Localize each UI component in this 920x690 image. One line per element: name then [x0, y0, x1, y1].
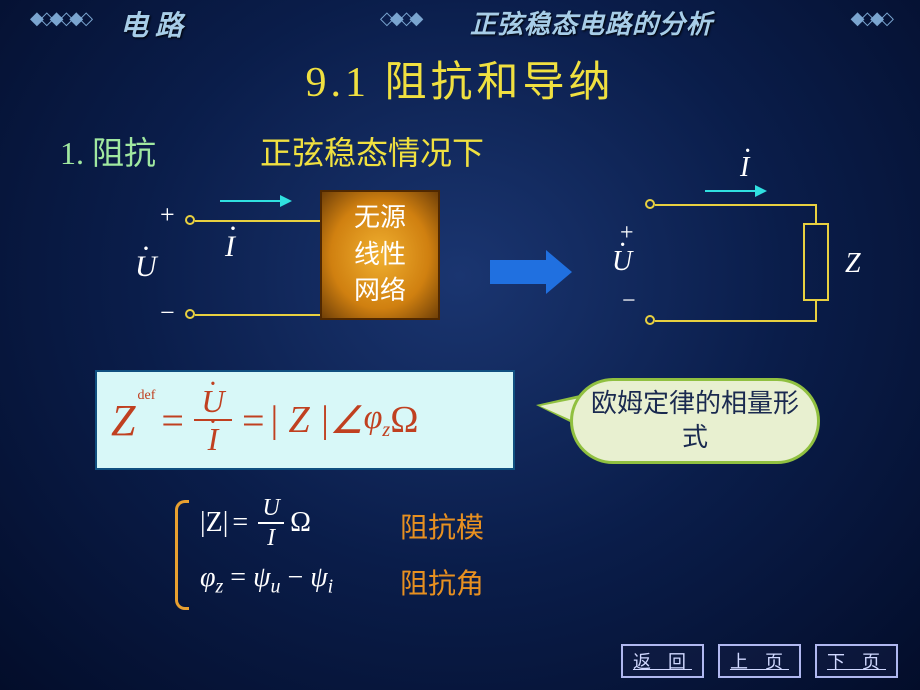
section-number: 1. 阻抗 — [60, 128, 156, 174]
slide-title: 9.1 阻抗和导纳 — [0, 48, 920, 109]
lf1-eq: = — [232, 507, 248, 539]
circuit-left: + I U − 无源 线性 网络 — [130, 180, 450, 350]
lower-formula-2: φz = ψu − ψi — [200, 562, 333, 599]
wire-bottom — [195, 314, 325, 316]
terminal-top — [185, 215, 195, 225]
formula-box: Z def = U I = | Z | ∠ φz Ω — [95, 370, 515, 470]
header-band: ◆◇◆◇◆◇ 电 路 ◇◆◇◆ 正弦稳态电路的分析 ◆◇◆◇ — [0, 0, 920, 42]
formula-fraction: U I — [194, 385, 232, 455]
formula-denominator-I: I — [208, 423, 219, 455]
netbox-line3: 网络 — [322, 273, 438, 309]
wire-r-right-bot — [815, 300, 817, 322]
current-phasor-I: I — [225, 230, 235, 264]
label-impedance-magnitude: 阻抗模 — [400, 506, 484, 546]
voltage-phasor-U: U — [135, 250, 157, 284]
lf2-eq: = — [223, 562, 253, 593]
implies-arrow-icon — [490, 260, 550, 284]
passive-network-box: 无源 线性 网络 — [320, 190, 440, 320]
lower-formula-1: |Z| = U I Ω — [200, 496, 311, 550]
minus-terminal-r: − — [622, 288, 636, 315]
wire-r-bottom — [655, 320, 815, 322]
formula-def: def — [137, 388, 155, 404]
lf1-I: I — [267, 526, 275, 550]
formula-eq1: = — [161, 397, 184, 444]
terminal-bottom — [185, 309, 195, 319]
lf2-sub-i: i — [328, 576, 334, 598]
wire-r-right-top — [815, 204, 817, 224]
ornament-left: ◆◇◆◇◆◇ — [30, 8, 89, 29]
plus-terminal: + — [160, 200, 175, 230]
lf1-fraction: U I — [258, 496, 284, 550]
wire-top — [195, 220, 325, 222]
lf2-psi-i: ψ — [310, 562, 327, 593]
lf1-U: U — [262, 496, 279, 520]
label-impedance-angle: 阻抗角 — [400, 562, 484, 602]
header-left: 电 路 — [120, 4, 183, 44]
section-condition: 正弦稳态情况下 — [260, 128, 484, 174]
terminal-r-bottom — [645, 315, 655, 325]
circuit-right: I + U − Z — [600, 160, 880, 350]
nav-bar: 返 回 上 页 下 页 — [621, 644, 898, 678]
voltage-phasor-U-r: U — [612, 246, 632, 278]
formula-ohm: Ω — [390, 398, 418, 442]
current-arrow-r-icon — [705, 190, 765, 192]
brace-icon — [175, 500, 189, 610]
formula-Z: Z — [111, 395, 135, 446]
lf2-sub-u: u — [270, 576, 280, 598]
impedance-box — [803, 223, 829, 301]
nav-next-button[interactable]: 下 页 — [815, 644, 898, 678]
current-phasor-I-r: I — [740, 152, 749, 184]
lf1-ohm: Ω — [290, 507, 311, 539]
netbox-line1: 无源 — [322, 200, 438, 236]
callout-bubble: 欧姆定律的相量形式 — [570, 378, 820, 464]
lf2-phi: φ — [200, 562, 216, 593]
header-right: 正弦稳态电路的分析 — [470, 4, 713, 41]
lf2-minus: − — [280, 562, 310, 593]
formula-angle: ∠ — [330, 398, 364, 443]
lf2-psi-u: ψ — [253, 562, 270, 593]
nav-prev-button[interactable]: 上 页 — [718, 644, 801, 678]
wire-r-top — [655, 204, 815, 206]
impedance-label-Z: Z — [845, 248, 861, 280]
current-arrow-icon — [220, 200, 290, 202]
lf1-bar-icon — [258, 522, 284, 524]
formula-eq2: = — [242, 397, 265, 444]
ornament-right: ◆◇◆◇ — [851, 8, 890, 29]
formula-phi: φz — [364, 399, 391, 442]
minus-terminal: − — [160, 298, 175, 328]
terminal-r-top — [645, 199, 655, 209]
ornament-mid: ◇◆◇◆ — [380, 8, 419, 29]
lf1-absZ: |Z| — [200, 507, 228, 539]
formula-absZ: | Z | — [269, 398, 330, 442]
netbox-line2: 线性 — [322, 237, 438, 273]
nav-back-button[interactable]: 返 回 — [621, 644, 704, 678]
